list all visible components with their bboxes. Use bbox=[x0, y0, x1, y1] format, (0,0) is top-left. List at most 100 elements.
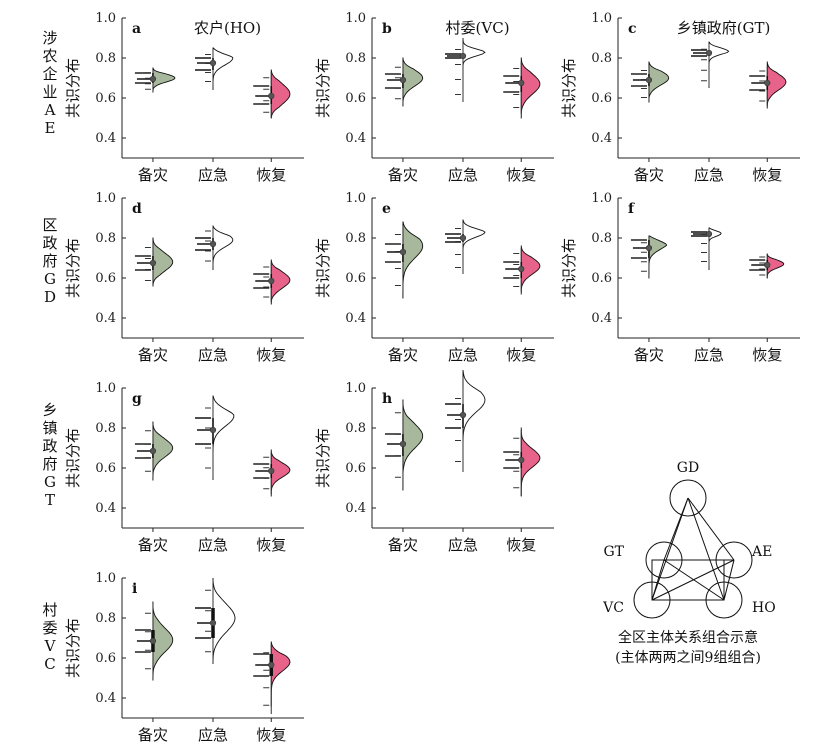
violin-a-1 bbox=[212, 47, 234, 90]
y-tick-label-c: 0.8 bbox=[591, 51, 612, 66]
category-label-d: 备灾 bbox=[138, 346, 168, 364]
row-label-GT-char: 府 bbox=[42, 455, 57, 473]
y-tick-label-d: 1.0 bbox=[95, 191, 116, 206]
y-tick-label-b: 0.6 bbox=[345, 91, 366, 106]
category-label-b: 备灾 bbox=[388, 166, 418, 184]
row-label-VC-char: V bbox=[44, 637, 57, 655]
panel-letter-b: b bbox=[382, 21, 392, 37]
category-label-f: 应急 bbox=[694, 346, 724, 364]
y-axis-label-e: 共识分布 bbox=[314, 238, 332, 298]
violin-b-2 bbox=[520, 57, 541, 119]
median-dot-i-0 bbox=[149, 637, 157, 645]
row-label-AE-char: E bbox=[45, 119, 56, 137]
y-tick-label-a: 0.4 bbox=[95, 131, 116, 146]
median-dot-h-0 bbox=[399, 440, 407, 448]
node-HO bbox=[705, 581, 743, 619]
y-tick-label-h: 0.6 bbox=[345, 461, 366, 476]
category-label-e: 恢复 bbox=[506, 346, 536, 364]
y-tick-label-f: 1.0 bbox=[591, 191, 612, 206]
median-dot-b-0 bbox=[399, 76, 407, 84]
panel-a: 0.4 0.6 0.8 1.0 共识分布 a 农户(HO) 备灾 应急 恢复 bbox=[64, 11, 304, 184]
median-dot-h-2 bbox=[518, 456, 525, 464]
y-axis-label-b: 共识分布 bbox=[314, 58, 332, 118]
panel-title-c: 乡镇政府(GT) bbox=[677, 19, 771, 37]
median-dot-f-1 bbox=[705, 230, 713, 238]
panel-b: 0.4 0.6 0.8 1.0 共识分布 b 村委(VC) 备灾 应急 恢复 bbox=[314, 11, 554, 184]
network-rect bbox=[651, 559, 725, 601]
y-tick-label-e: 0.6 bbox=[345, 271, 366, 286]
y-tick-label-d: 0.6 bbox=[95, 271, 116, 286]
violin-b-1 bbox=[462, 38, 486, 102]
category-label-c: 应急 bbox=[694, 166, 724, 184]
category-label-g: 恢复 bbox=[256, 536, 286, 554]
violin-c-2 bbox=[766, 61, 787, 109]
node-GD bbox=[669, 479, 707, 517]
panel-letter-i: i bbox=[132, 581, 137, 597]
category-label-d: 应急 bbox=[198, 346, 228, 364]
category-label-a: 备灾 bbox=[138, 166, 168, 184]
violin-e-0 bbox=[402, 221, 424, 299]
violin-c-0 bbox=[648, 61, 670, 103]
y-tick-label-a: 1.0 bbox=[95, 11, 116, 26]
panel-letter-a: a bbox=[132, 21, 141, 37]
category-label-b: 应急 bbox=[448, 166, 478, 184]
y-tick-label-a: 0.6 bbox=[95, 91, 116, 106]
category-label-a: 应急 bbox=[198, 166, 228, 184]
violin-e-2 bbox=[520, 245, 541, 295]
y-tick-label-i: 0.4 bbox=[95, 691, 116, 706]
median-dot-b-2 bbox=[518, 79, 525, 87]
category-label-f: 备灾 bbox=[634, 346, 664, 364]
violin-d-1 bbox=[212, 225, 234, 270]
node-VC bbox=[633, 581, 671, 619]
row-label-AE-char: 企 bbox=[42, 65, 57, 83]
category-label-e: 备灾 bbox=[388, 346, 418, 364]
edge-GD-HO bbox=[687, 497, 725, 601]
y-axis-label-c: 共识分布 bbox=[560, 58, 578, 118]
y-axis-label-a: 共识分布 bbox=[64, 58, 82, 118]
violin-g-0 bbox=[152, 421, 174, 481]
median-dot-c-1 bbox=[705, 49, 713, 57]
panel-letter-f: f bbox=[628, 201, 635, 217]
edge-AE-HO bbox=[723, 559, 735, 601]
y-tick-label-g: 0.6 bbox=[95, 461, 116, 476]
category-label-e: 应急 bbox=[448, 346, 478, 364]
y-axis-label-g: 共识分布 bbox=[64, 428, 82, 488]
panel-i: 0.4 0.6 0.8 1.0 共识分布 i 备灾 应急 恢复 bbox=[64, 571, 304, 744]
y-tick-label-f: 0.6 bbox=[591, 271, 612, 286]
category-label-a: 恢复 bbox=[256, 166, 286, 184]
median-dot-f-2 bbox=[764, 261, 771, 269]
violin-f-0 bbox=[648, 235, 667, 279]
median-dot-g-1 bbox=[209, 426, 217, 434]
violin-h-1 bbox=[462, 369, 486, 468]
median-dot-f-0 bbox=[645, 244, 653, 252]
node-AE bbox=[715, 541, 753, 579]
y-tick-label-g: 0.4 bbox=[95, 501, 116, 516]
violin-i-0 bbox=[152, 601, 174, 681]
median-dot-a-0 bbox=[149, 75, 157, 83]
y-tick-label-g: 0.8 bbox=[95, 421, 116, 436]
row-label-AE-char: 业 bbox=[42, 83, 57, 101]
row-label-VC-char: 村 bbox=[42, 601, 57, 619]
median-dot-c-0 bbox=[645, 76, 653, 84]
y-axis-label-h: 共识分布 bbox=[314, 428, 332, 488]
row-label-GD-char: 区 bbox=[42, 216, 57, 234]
edge-GD-GT bbox=[663, 497, 689, 561]
y-tick-label-i: 0.6 bbox=[95, 651, 116, 666]
y-tick-label-b: 0.8 bbox=[345, 51, 366, 66]
violin-e-1 bbox=[462, 219, 486, 274]
panel-letter-d: d bbox=[132, 201, 142, 217]
edge-AE-VC bbox=[651, 559, 735, 601]
row-label-AE-char: 农 bbox=[42, 47, 57, 65]
category-label-b: 恢复 bbox=[506, 166, 536, 184]
median-dot-g-2 bbox=[268, 467, 275, 475]
node-label-AE: AE bbox=[751, 544, 772, 560]
panel-letter-e: e bbox=[382, 201, 391, 217]
violin-g-2 bbox=[270, 449, 291, 497]
y-tick-label-d: 0.8 bbox=[95, 231, 116, 246]
row-label-GD-char: G bbox=[44, 270, 56, 288]
y-tick-label-f: 0.8 bbox=[591, 231, 612, 246]
row-label-AE-char: A bbox=[44, 101, 56, 119]
panel-h: 0.4 0.6 0.8 1.0 共识分布 h 备灾 应急 恢复 bbox=[314, 369, 554, 554]
median-dot-d-0 bbox=[149, 259, 157, 267]
category-label-g: 备灾 bbox=[138, 536, 168, 554]
